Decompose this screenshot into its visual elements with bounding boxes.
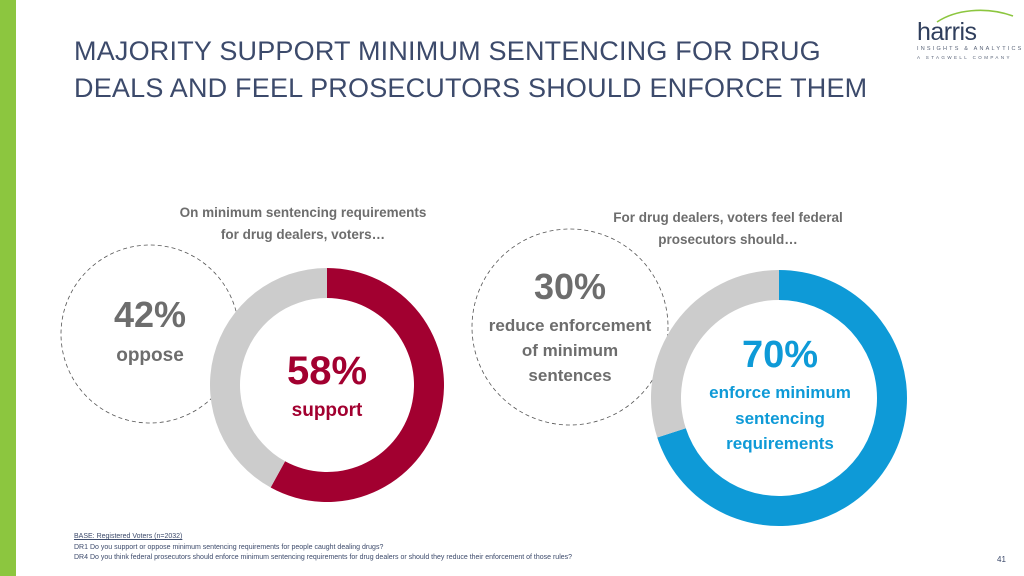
page-number: 41 [997, 555, 1006, 564]
chart-1-support-label: support [291, 400, 363, 421]
chart-2-reduce-value: 30% [533, 266, 607, 307]
chart-2-heading: For drug dealers, voters feel federal pr… [578, 207, 878, 251]
logo-wordmark: harris [917, 18, 977, 46]
chart-2-reduce-label: reduce enforcement of minimum sentences [470, 313, 670, 388]
chart-1-support-value: 58% [286, 349, 368, 393]
chart-2-slice-remainder [651, 270, 779, 438]
logo-parent-company: A STAGWELL COMPANY [917, 55, 1012, 60]
accent-bar [0, 0, 16, 576]
chart-1-oppose-label: oppose [116, 345, 184, 366]
chart-2-enforce-label-line-3: requirements [726, 434, 834, 453]
title-line-1: MAJORITY SUPPORT MINIMUM SENTENCING FOR … [74, 36, 821, 66]
logo-tagline: INSIGHTS & ANALYTICS [917, 46, 1024, 52]
chart-2-enforce-label-line-1: enforce minimum [709, 383, 851, 402]
chart-2-reduce-bubble [471, 228, 669, 426]
chart-2-enforce-value: 70% [741, 334, 819, 376]
chart-2-heading-line-1: For drug dealers, voters feel federal [613, 210, 843, 225]
footnotes: BASE: Registered Voters (n=2032) DR1 Do … [74, 532, 572, 564]
chart-1-slice-primary [270, 268, 444, 503]
footnote-question-dr1: DR1 Do you support or oppose minimum sen… [74, 543, 384, 551]
title-line-2: DEALS AND FEEL PROSECUTORS SHOULD ENFORC… [74, 73, 868, 103]
footnote-base: BASE: Registered Voters (n=2032) [74, 533, 183, 540]
chart-2-enforce-label-line-2: sentencing [735, 408, 825, 428]
chart-1-slice-remainder [209, 268, 327, 488]
chart-1-oppose-value: 42% [113, 294, 187, 335]
page-title: MAJORITY SUPPORT MINIMUM SENTENCING FOR … [74, 33, 874, 107]
harris-logo: harris INSIGHTS & ANALYTICS A STAGWELL C… [905, 8, 1021, 62]
chart-1-heading-line-2: for drug dealers, voters… [220, 227, 386, 242]
chart-2-reduce-label-line-2: of minimum [521, 341, 619, 360]
chart-2-reduce-label-line-3: sentences [528, 366, 612, 385]
chart-2-heading-line-2: prosecutors should… [658, 232, 798, 247]
chart-1-heading: On minimum sentencing requirements for d… [148, 202, 458, 246]
logo-swoosh-icon [936, 9, 1014, 23]
footnote-question-dr4: DR4 Do you think federal prosecutors sho… [74, 554, 573, 561]
chart-2-enforce-label: enforce minimum sentencing requirements [680, 380, 880, 457]
chart-1-heading-line-1: On minimum sentencing requirements [179, 205, 427, 220]
chart-1-donut [209, 268, 444, 503]
chart-2-reduce-label-line-1: reduce enforcement [488, 316, 652, 335]
chart-2-donut [651, 270, 908, 526]
